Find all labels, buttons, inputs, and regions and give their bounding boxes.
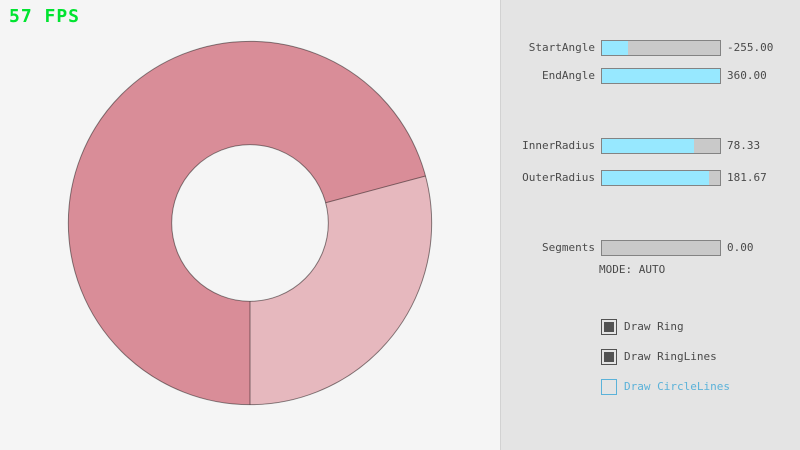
inner-radius-label: InnerRadius — [522, 139, 595, 152]
draw-ringlines-row: Draw RingLines — [601, 348, 717, 365]
ring-chart — [67, 40, 433, 406]
controls-panel: StartAngle -255.00 EndAngle 360.00 Inner… — [500, 0, 800, 450]
inner-radius-row: InnerRadius 78.33 — [501, 138, 800, 154]
inner-radius-slider[interactable] — [601, 138, 721, 154]
draw-ringlines-checkbox[interactable] — [601, 348, 617, 365]
outer-radius-label: OuterRadius — [522, 171, 595, 184]
draw-ringlines-label: Draw RingLines — [624, 350, 717, 363]
start-angle-row: StartAngle -255.00 — [501, 40, 800, 56]
outer-radius-slider[interactable] — [601, 170, 721, 186]
end-angle-slider[interactable] — [601, 68, 721, 84]
segments-label: Segments — [542, 241, 595, 254]
slider-fill — [602, 69, 720, 83]
segments-row: Segments 0.00 — [501, 240, 800, 256]
slider-fill — [602, 171, 710, 185]
end-angle-value: 360.00 — [727, 69, 767, 82]
slider-fill — [602, 41, 628, 55]
end-angle-label: EndAngle — [542, 69, 595, 82]
draw-circlelines-row: Draw CircleLines — [601, 378, 730, 395]
mode-label: MODE: AUTO — [599, 263, 666, 276]
outer-radius-row: OuterRadius 181.67 — [501, 170, 800, 186]
draw-ring-checkbox[interactable] — [601, 318, 617, 335]
end-angle-row: EndAngle 360.00 — [501, 68, 800, 84]
slider-fill — [602, 139, 695, 153]
fps-counter: 57 FPS — [9, 6, 81, 27]
outer-radius-value: 181.67 — [727, 171, 767, 184]
draw-ring-label: Draw Ring — [624, 320, 684, 333]
start-angle-value: -255.00 — [727, 41, 774, 54]
draw-circlelines-label: Draw CircleLines — [624, 380, 730, 393]
inner-radius-value: 78.33 — [727, 139, 761, 152]
segments-value: 0.00 — [727, 241, 754, 254]
draw-ring-row: Draw Ring — [601, 318, 684, 335]
start-angle-label: StartAngle — [528, 41, 595, 54]
segments-slider[interactable] — [601, 240, 721, 256]
start-angle-slider[interactable] — [601, 40, 721, 56]
draw-circlelines-checkbox[interactable] — [601, 378, 617, 395]
